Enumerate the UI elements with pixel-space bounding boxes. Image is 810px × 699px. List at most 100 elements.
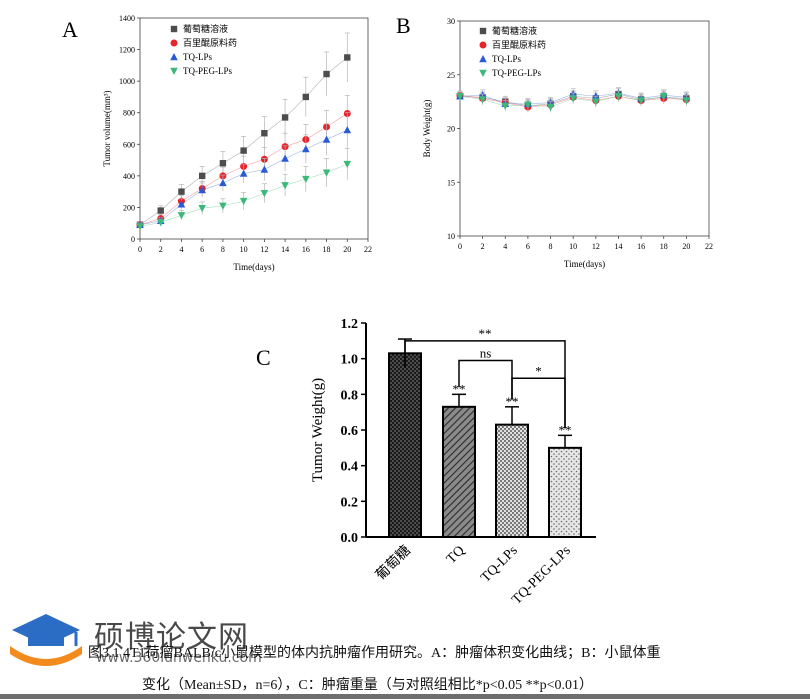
y-tick-label: 400	[123, 172, 135, 181]
data-point	[343, 126, 352, 134]
panel-a-tumor-volume-chart: 0 2 4 6 8 10 12 14 16 18 20 22 0 200 400 600 800 1000 1200…	[102, 14, 372, 272]
data-point	[198, 205, 206, 213]
x-tick-label: TQ	[444, 543, 468, 567]
panel-c-label: C	[256, 345, 271, 370]
legend-label: 葡萄糖溶液	[492, 25, 537, 36]
legend-marker	[479, 69, 487, 77]
y-tick-label: 0	[131, 235, 135, 244]
series-4	[456, 90, 691, 113]
y-axis-label: Tumor volume(mm³)	[102, 90, 112, 166]
y-tick-label: 30	[447, 17, 455, 26]
data-point	[198, 172, 206, 180]
data-point	[239, 197, 248, 206]
y-tick-label: 0.8	[341, 388, 359, 403]
significance-mark: **	[559, 422, 572, 437]
y-tick-label: 1000	[119, 77, 135, 86]
data-point	[592, 98, 600, 106]
x-axis-label: Time(days)	[564, 259, 605, 269]
x-tick-label: 14	[281, 245, 289, 254]
significance-mark: **	[506, 394, 519, 409]
significance-bracket	[511, 377, 566, 429]
panel-a-label: A	[62, 17, 78, 42]
data-point	[302, 175, 310, 184]
x-tick-label: 10	[569, 242, 577, 251]
x-tick-label: 12	[592, 242, 600, 251]
x-tick-label: 4	[503, 242, 507, 251]
data-point	[682, 97, 691, 105]
data-point	[157, 207, 164, 214]
data-point	[637, 97, 645, 105]
data-point	[546, 103, 555, 111]
watermark-brand: 硕博论文网	[94, 620, 249, 655]
figure-caption-line-1: 图3.1 4T1荷瘤BALB/c小鼠模型的体内抗肿瘤作用研究。A：肿瘤体积变化曲…	[88, 646, 661, 661]
bracket-label: ns	[480, 345, 492, 360]
data-point	[239, 169, 248, 177]
legend-marker	[479, 41, 487, 49]
data-point	[219, 160, 227, 167]
data-point	[569, 95, 577, 103]
plot-frame	[139, 17, 369, 240]
x-tick-label: 20	[343, 245, 351, 254]
x-tick-label: TQ-LPs	[478, 543, 521, 586]
bottom-divider	[0, 694, 810, 699]
y-tick-label: 1.2	[341, 317, 359, 332]
data-point	[456, 93, 464, 101]
y-axis-label: Body Weight(g)	[422, 100, 432, 158]
x-tick-label: 2	[481, 242, 485, 251]
legend-label: TQ-LPs	[183, 52, 212, 62]
legend-marker	[170, 39, 178, 47]
data-point	[322, 169, 331, 177]
y-axis-label: Tumor Weight(g)	[310, 378, 326, 482]
y-tick-label: 0.6	[341, 424, 359, 439]
data-point	[219, 202, 227, 210]
data-point	[343, 160, 352, 169]
legend-label: 葡萄糖溶液	[183, 23, 228, 34]
x-tick-label: 18	[660, 242, 668, 251]
y-tick-label: 0.0	[341, 531, 359, 546]
legend-marker	[170, 25, 178, 33]
data-point	[592, 92, 600, 100]
x-tick-label: 16	[637, 242, 645, 251]
x-tick-label: 14	[614, 242, 622, 251]
x-tick-label: 葡萄糖	[373, 543, 414, 584]
data-point	[177, 200, 186, 208]
bracket-label: *	[535, 363, 542, 378]
panel-b-label: B	[396, 13, 411, 38]
y-tick-label: 1.0	[341, 353, 359, 368]
figure-caption-line-2: 变化（Mean±SD，n=6），C：肿瘤重量（与对照组相比*p<0.05 **p…	[142, 678, 593, 693]
x-tick-label: 6	[526, 242, 530, 251]
legend-label: TQ-LPs	[492, 54, 521, 64]
data-point	[659, 93, 668, 101]
data-point	[260, 165, 269, 173]
x-tick-label: 10	[240, 245, 248, 254]
data-point	[261, 130, 268, 137]
x-tick-label: 18	[323, 245, 331, 254]
legend-label: TQ-PEG-LPs	[492, 68, 541, 78]
y-tick-label: 800	[123, 109, 135, 118]
data-point	[344, 54, 351, 61]
x-axis-label: Time(days)	[233, 262, 274, 272]
data-point	[281, 182, 289, 190]
data-point	[478, 96, 487, 104]
data-point	[136, 223, 144, 231]
y-tick-label: 10	[447, 232, 455, 241]
y-tick-label: 0.2	[341, 495, 359, 510]
x-tick-label: 22	[364, 245, 372, 254]
y-tick-label: 15	[447, 178, 455, 187]
watermark-logo: 硕博论文网 www.360lunwenku.com	[6, 608, 266, 672]
data-point	[219, 178, 227, 187]
data-point	[198, 186, 206, 194]
legend-marker	[479, 27, 487, 35]
x-tick-label: 22	[705, 242, 713, 251]
x-tick-label: 2	[159, 245, 163, 254]
y-tick-label: 1400	[119, 14, 135, 23]
series-3	[136, 112, 352, 228]
data-point	[302, 145, 310, 153]
y-tick-label: 600	[123, 140, 135, 149]
y-tick-label: 1200	[119, 46, 135, 55]
bar	[548, 446, 582, 539]
data-point	[260, 190, 269, 198]
y-tick-label: 20	[447, 125, 455, 134]
